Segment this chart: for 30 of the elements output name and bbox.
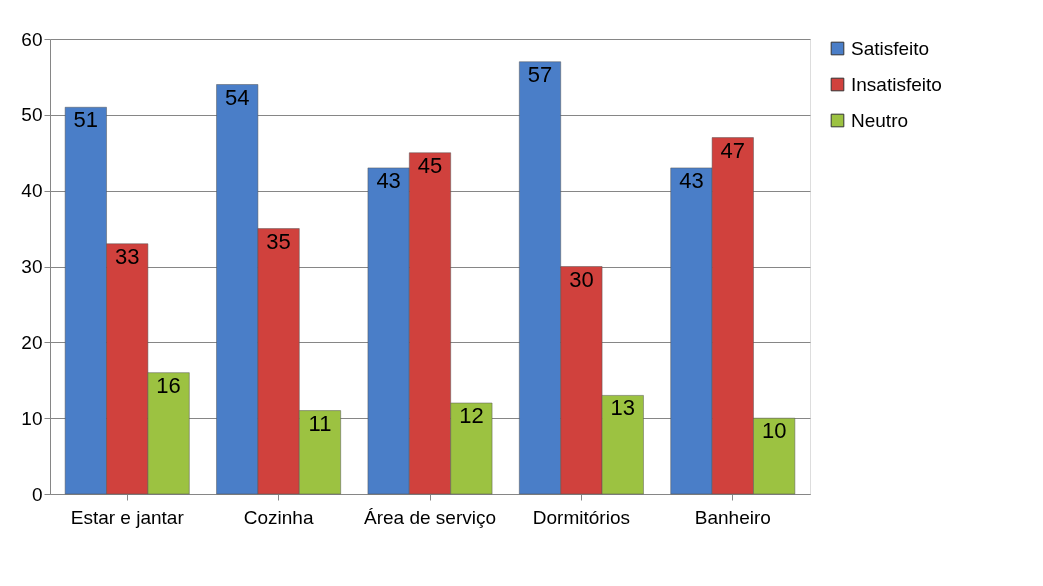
y-tick-label: 20 (21, 331, 43, 353)
data-label: 54 (224, 84, 250, 110)
x-tick-label: Dormitórios (532, 506, 630, 528)
x-tick-label: Área de serviço (363, 506, 497, 528)
data-label: 30 (569, 266, 594, 292)
data-label: 45 (417, 152, 443, 178)
x-tick-label: Banheiro (694, 506, 771, 528)
data-label: 13 (610, 395, 636, 421)
y-tick-label: 60 (21, 28, 43, 50)
x-tick-label: Cozinha (243, 506, 314, 528)
legend-label: Satisfeito (851, 37, 930, 59)
y-tick-label: 50 (21, 104, 43, 126)
data-label: 16 (156, 372, 181, 398)
data-label: 51 (73, 107, 99, 133)
data-label: 33 (114, 243, 140, 269)
data-label: 10 (761, 418, 787, 444)
data-label: 43 (679, 167, 704, 193)
data-label: 35 (266, 228, 291, 254)
y-tick-label: 30 (21, 256, 43, 277)
y-tick-label: 40 (21, 180, 43, 202)
data-label: 43 (376, 167, 401, 193)
data-label: 57 (527, 61, 553, 87)
data-label: 47 (720, 137, 746, 163)
data-label: 11 (308, 410, 332, 436)
y-tick-label: 0 (31, 483, 43, 505)
legend-label: Insatisfeito (851, 73, 942, 95)
y-tick-label: 10 (21, 407, 43, 429)
x-tick-label: Estar e jantar (70, 506, 185, 528)
data-label: 12 (459, 403, 484, 428)
legend-label: Neutro (851, 109, 909, 131)
